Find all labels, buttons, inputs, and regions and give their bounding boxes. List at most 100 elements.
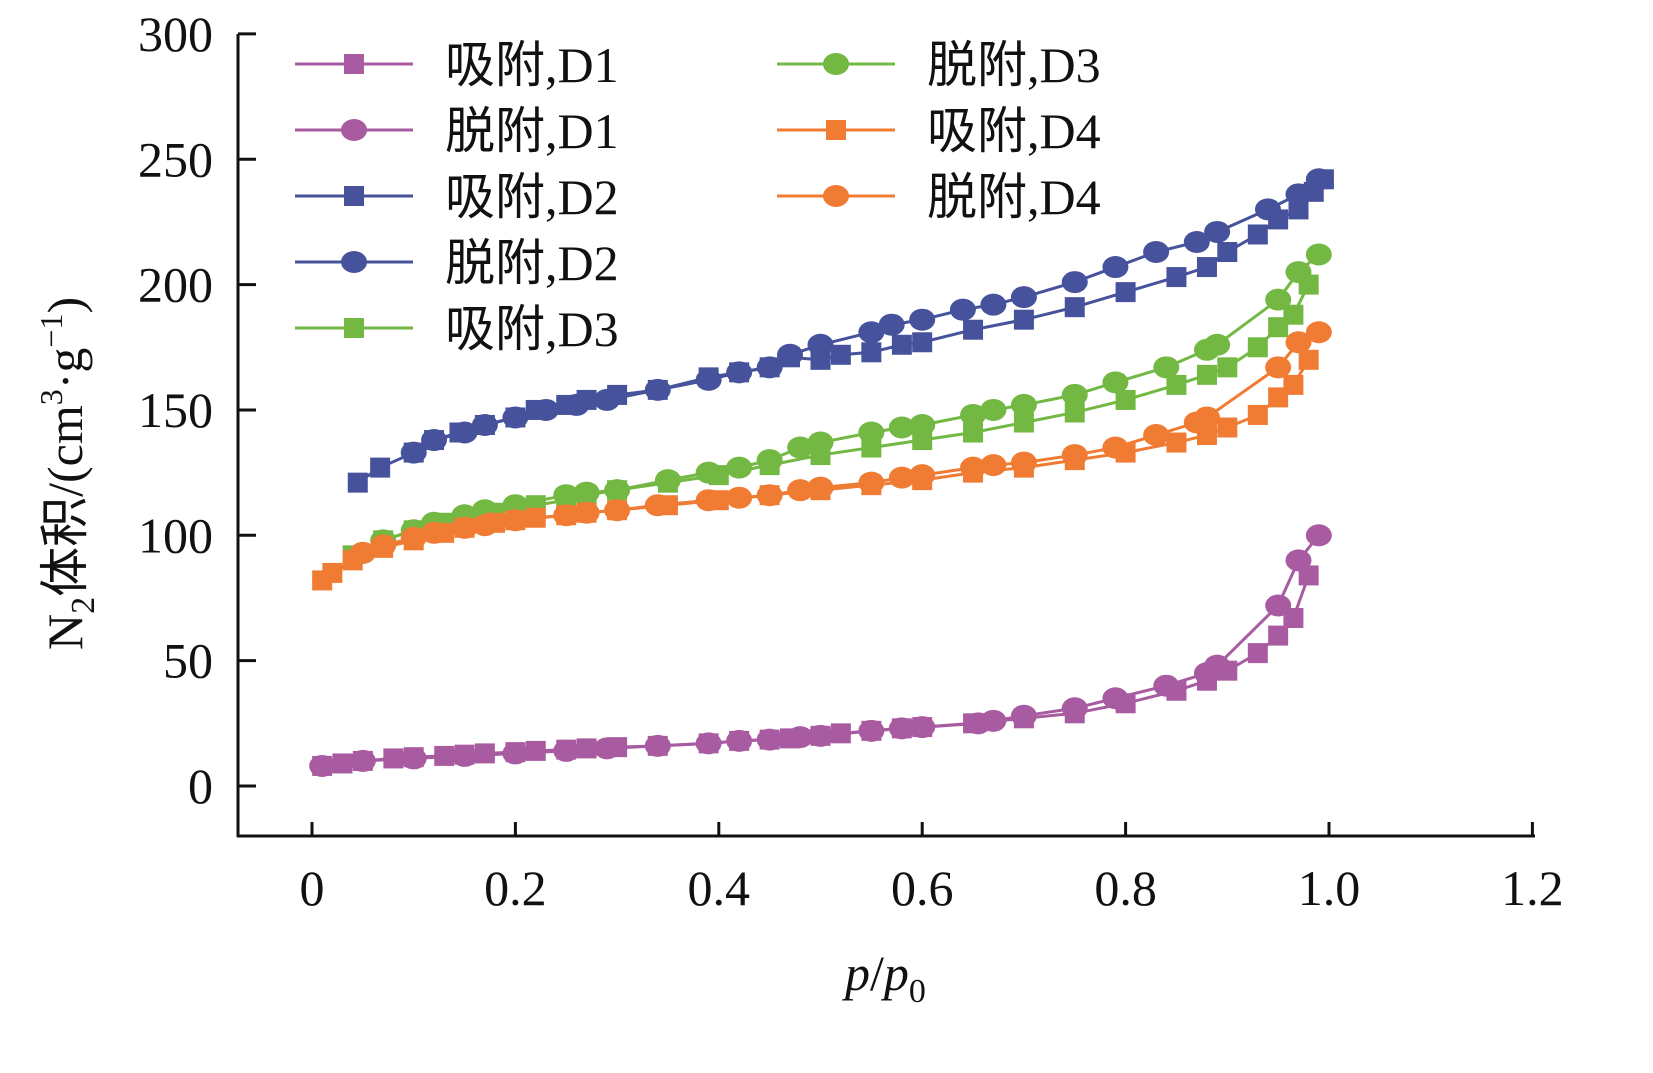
data-point bbox=[644, 734, 671, 757]
data-point bbox=[347, 472, 368, 493]
x-tick-label: 0 bbox=[300, 860, 325, 916]
y-tick-label: 150 bbox=[138, 382, 213, 438]
data-point bbox=[553, 739, 580, 762]
data-point bbox=[1305, 243, 1332, 266]
data-point bbox=[1013, 309, 1034, 330]
data-point bbox=[1268, 625, 1289, 646]
series-8 bbox=[349, 321, 1332, 564]
data-point bbox=[349, 541, 376, 564]
data-point bbox=[573, 481, 600, 504]
data-point bbox=[787, 436, 814, 459]
data-point bbox=[451, 744, 478, 767]
data-point bbox=[451, 516, 478, 539]
data-point bbox=[1102, 256, 1129, 279]
data-point bbox=[807, 476, 834, 499]
data-point bbox=[400, 441, 427, 464]
data-point bbox=[451, 421, 478, 444]
y-axis-label: N2体积/(cm3·g−1) bbox=[33, 297, 102, 650]
data-point bbox=[858, 719, 885, 742]
data-point bbox=[322, 562, 343, 583]
y-tick-label: 50 bbox=[163, 633, 213, 689]
data-point bbox=[1247, 643, 1268, 664]
data-point bbox=[960, 403, 987, 426]
legend-item: 脱附,D2 bbox=[295, 235, 619, 291]
data-point bbox=[858, 421, 885, 444]
legend-marker bbox=[826, 120, 846, 140]
data-point bbox=[787, 726, 814, 749]
y-tick-label: 200 bbox=[138, 257, 213, 313]
data-point bbox=[573, 501, 600, 524]
data-point bbox=[1153, 674, 1180, 697]
data-point bbox=[1064, 402, 1085, 423]
data-point bbox=[644, 494, 671, 517]
data-point bbox=[1064, 297, 1085, 318]
data-point bbox=[604, 479, 631, 502]
data-point bbox=[471, 514, 498, 537]
data-point bbox=[1265, 356, 1292, 379]
data-point bbox=[756, 449, 783, 472]
data-point bbox=[980, 293, 1007, 316]
data-point bbox=[1115, 389, 1136, 410]
data-point bbox=[1102, 687, 1129, 710]
data-point bbox=[807, 333, 834, 356]
data-point bbox=[1166, 267, 1187, 288]
data-point bbox=[563, 393, 590, 416]
data-point bbox=[1061, 444, 1088, 467]
data-point bbox=[471, 413, 498, 436]
data-point bbox=[1283, 374, 1304, 395]
data-point bbox=[1193, 662, 1220, 685]
legend-label: 脱附,D2 bbox=[445, 235, 619, 291]
series-4 bbox=[400, 168, 1332, 464]
data-point bbox=[965, 712, 992, 735]
data-point bbox=[1204, 220, 1231, 243]
x-tick-label: 0.6 bbox=[891, 860, 954, 916]
data-point bbox=[593, 388, 620, 411]
data-point bbox=[1166, 374, 1187, 395]
data-point bbox=[909, 413, 936, 436]
data-point bbox=[858, 321, 885, 344]
data-point bbox=[502, 406, 529, 429]
data-point bbox=[949, 298, 976, 321]
data-point bbox=[1265, 594, 1292, 617]
data-point bbox=[888, 466, 915, 489]
data-point bbox=[888, 416, 915, 439]
data-point bbox=[960, 456, 987, 479]
data-point bbox=[370, 457, 391, 478]
axes bbox=[236, 34, 1535, 838]
data-point bbox=[502, 742, 529, 765]
data-point bbox=[1268, 387, 1289, 408]
data-point bbox=[1061, 697, 1088, 720]
data-point bbox=[1305, 168, 1332, 191]
legend-item: 吸附,D2 bbox=[295, 169, 619, 225]
data-point bbox=[695, 368, 722, 391]
data-point bbox=[1217, 417, 1238, 438]
data-point bbox=[980, 454, 1007, 477]
data-point bbox=[891, 334, 912, 355]
data-point bbox=[400, 526, 427, 549]
data-point bbox=[695, 732, 722, 755]
data-point bbox=[756, 356, 783, 379]
legend-label: 脱附,D3 bbox=[927, 37, 1101, 93]
data-point bbox=[963, 422, 984, 443]
data-point bbox=[1285, 183, 1312, 206]
x-tick-label: 1.0 bbox=[1298, 860, 1361, 916]
y-tick-label: 300 bbox=[138, 6, 213, 62]
data-point bbox=[756, 728, 783, 751]
data-point bbox=[525, 740, 546, 761]
data-point bbox=[1217, 242, 1238, 263]
legend-marker bbox=[823, 53, 849, 75]
data-point bbox=[1061, 271, 1088, 294]
data-point bbox=[1217, 357, 1238, 378]
data-point bbox=[553, 504, 580, 527]
data-point bbox=[1265, 288, 1292, 311]
legend-item: 吸附,D3 bbox=[295, 301, 619, 357]
data-point bbox=[1298, 349, 1319, 370]
data-point bbox=[909, 464, 936, 487]
data-point bbox=[644, 378, 671, 401]
data-point bbox=[474, 743, 495, 764]
data-point bbox=[349, 749, 376, 772]
data-point bbox=[1010, 451, 1037, 474]
data-point bbox=[1285, 331, 1312, 354]
series-line bbox=[412, 178, 1320, 454]
